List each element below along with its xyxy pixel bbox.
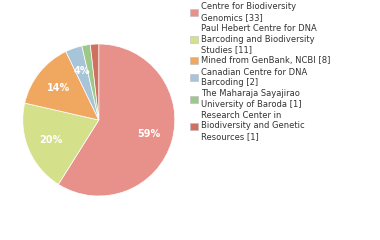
Wedge shape bbox=[66, 46, 99, 120]
Text: 4%: 4% bbox=[73, 66, 90, 76]
Legend: Centre for Biodiversity
Genomics [33], Paul Hebert Centre for DNA
Barcoding and : Centre for Biodiversity Genomics [33], P… bbox=[190, 2, 330, 141]
Wedge shape bbox=[25, 52, 99, 120]
Wedge shape bbox=[90, 44, 99, 120]
Wedge shape bbox=[23, 103, 99, 184]
Text: 14%: 14% bbox=[47, 83, 70, 93]
Wedge shape bbox=[82, 44, 99, 120]
Text: 59%: 59% bbox=[137, 129, 160, 139]
Text: 20%: 20% bbox=[40, 135, 63, 145]
Wedge shape bbox=[59, 44, 175, 196]
